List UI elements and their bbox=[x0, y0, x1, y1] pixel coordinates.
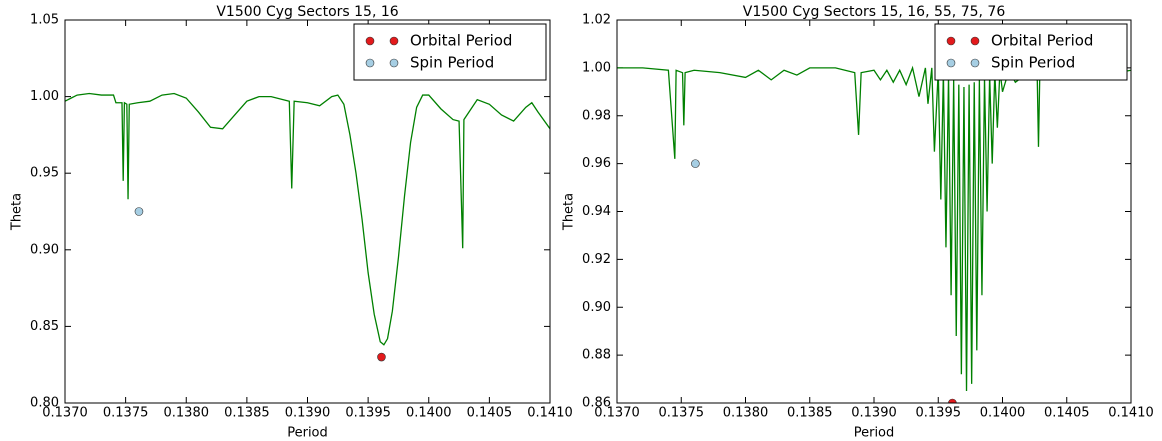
legend-marker bbox=[365, 58, 375, 68]
legend-marker bbox=[970, 36, 980, 46]
subplot: V1500 Cyg Sectors 15, 16 Period Theta 0.137… bbox=[10, 4, 573, 441]
x-tick-label: 0.1370 bbox=[42, 406, 88, 421]
y-tick-label: 1.02 bbox=[582, 13, 611, 28]
y-tick-label: 1.00 bbox=[30, 89, 59, 104]
x-axis-label: Period bbox=[854, 426, 895, 441]
x-tick-label: 0.1410 bbox=[527, 406, 573, 421]
x-tick-label: 0.1405 bbox=[467, 406, 513, 421]
x-tick-label: 0.1370 bbox=[594, 406, 640, 421]
y-axis-label: Theta bbox=[562, 193, 577, 231]
legend-marker bbox=[946, 36, 956, 46]
legend-label: Spin Period bbox=[991, 54, 1075, 72]
x-tick-label: 0.1400 bbox=[406, 406, 452, 421]
legend-marker bbox=[946, 58, 956, 68]
x-tick-label: 0.1405 bbox=[1044, 406, 1090, 421]
x-tick-label: 0.1390 bbox=[285, 406, 331, 421]
legend-label: Orbital Period bbox=[991, 32, 1093, 50]
legend: Orbital Period Spin Period bbox=[934, 23, 1128, 81]
y-tick-label: 0.90 bbox=[30, 242, 59, 257]
legend-marker bbox=[389, 58, 399, 68]
y-tick-label: 0.94 bbox=[582, 204, 611, 219]
data-line bbox=[617, 65, 1131, 392]
legend-label: Orbital Period bbox=[410, 32, 512, 50]
x-tick-label: 0.1395 bbox=[916, 406, 962, 421]
legend-marker bbox=[389, 36, 399, 46]
subplot: V1500 Cyg Sectors 15, 16, 55, 75, 76 Peri… bbox=[562, 4, 1154, 441]
y-tick-label: 0.80 bbox=[30, 396, 59, 411]
legend-marker bbox=[970, 58, 980, 68]
x-tick-label: 0.1395 bbox=[345, 406, 391, 421]
chart-title: V1500 Cyg Sectors 15, 16 bbox=[216, 4, 398, 20]
y-tick-label: 0.98 bbox=[582, 108, 611, 123]
y-tick-label: 0.92 bbox=[582, 252, 611, 267]
data-point bbox=[691, 159, 700, 168]
data-point bbox=[377, 352, 386, 362]
plot-area bbox=[65, 92, 550, 362]
axes-frame bbox=[64, 19, 551, 404]
legend-marker bbox=[365, 36, 375, 46]
x-tick-label: 0.1375 bbox=[659, 406, 705, 421]
legend-frame bbox=[353, 23, 547, 81]
legend-label: Spin Period bbox=[410, 54, 494, 72]
legend-frame bbox=[934, 23, 1128, 81]
x-tick-label: 0.1385 bbox=[787, 406, 833, 421]
legend: Orbital Period Spin Period bbox=[353, 23, 547, 81]
x-tick-label: 0.1410 bbox=[1108, 406, 1154, 421]
y-tick-label: 0.95 bbox=[30, 166, 59, 181]
x-tick-label: 0.1380 bbox=[723, 406, 769, 421]
x-tick-label: 0.1380 bbox=[164, 406, 210, 421]
y-tick-label: 1.00 bbox=[582, 60, 611, 75]
x-tick-label: 0.1390 bbox=[851, 406, 897, 421]
y-tick-label: 1.05 bbox=[30, 13, 59, 28]
x-tick-label: 0.1385 bbox=[224, 406, 270, 421]
x-tick-label: 0.1375 bbox=[103, 406, 149, 421]
data-line bbox=[65, 92, 550, 346]
y-tick-label: 0.90 bbox=[582, 300, 611, 315]
x-tick-label: 0.1400 bbox=[980, 406, 1026, 421]
data-point bbox=[948, 398, 957, 403]
y-tick-label: 0.96 bbox=[582, 156, 611, 171]
y-tick-label: 0.88 bbox=[582, 348, 611, 363]
plot-area bbox=[617, 65, 1131, 403]
y-tick-label: 0.86 bbox=[582, 396, 611, 411]
x-axis-label: Period bbox=[287, 426, 328, 441]
data-point bbox=[134, 207, 144, 216]
y-tick-label: 0.85 bbox=[30, 319, 59, 334]
chart-title: V1500 Cyg Sectors 15, 16, 55, 75, 76 bbox=[743, 4, 1006, 20]
axes-frame bbox=[616, 19, 1132, 404]
y-axis-label: Theta bbox=[10, 193, 25, 231]
